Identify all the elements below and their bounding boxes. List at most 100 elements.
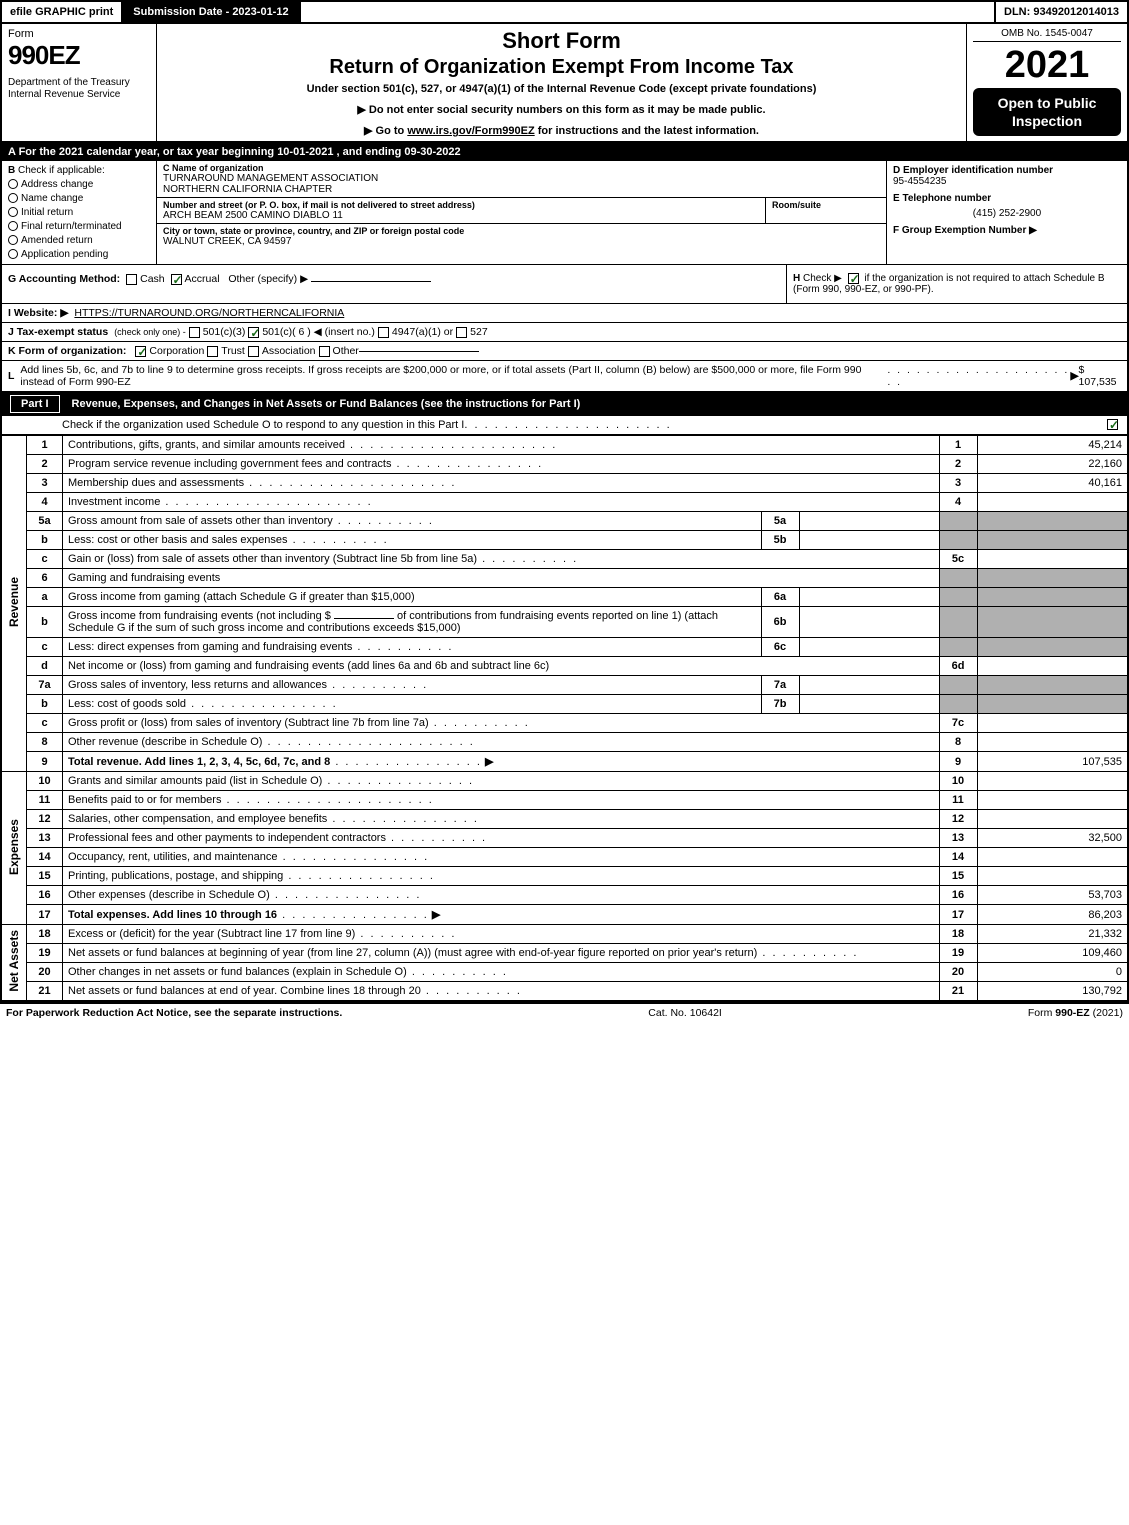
header-left: Form 990EZ Department of the Treasury In…: [2, 24, 157, 141]
check-initial-return[interactable]: Initial return: [8, 207, 150, 218]
table-row: 2Program service revenue including gover…: [2, 455, 1127, 474]
table-row: 12Salaries, other compensation, and empl…: [2, 810, 1127, 829]
netassets-rot: Net Assets: [2, 925, 27, 1001]
form-subtitle: Under section 501(c), 527, or 4947(a)(1)…: [163, 83, 960, 95]
addr-row: Number and street (or P. O. box, if mail…: [157, 198, 886, 224]
group-row: F Group Exemption Number ▶: [893, 225, 1121, 236]
table-row: bGross income from fundraising events (n…: [2, 607, 1127, 638]
part-1-check-text: Check if the organization used Schedule …: [62, 419, 464, 431]
form-number: 990EZ: [8, 40, 150, 71]
opt-corp: Corporation: [149, 345, 204, 357]
irs-link[interactable]: www.irs.gov/Form990EZ: [407, 125, 534, 137]
ein-value: 95-4554235: [893, 176, 1121, 187]
tel-label: E Telephone number: [893, 193, 1121, 204]
check-application-pending[interactable]: Application pending: [8, 249, 150, 260]
table-row: Net Assets 18Excess or (deficit) for the…: [2, 925, 1127, 944]
checkbox-part1[interactable]: [1107, 419, 1118, 430]
org-name-row: C Name of organization TURNAROUND MANAGE…: [157, 161, 886, 198]
ein-row: D Employer identification number 95-4554…: [893, 165, 1121, 187]
l-dots: [887, 364, 1070, 388]
checkbox-corp[interactable]: [135, 346, 146, 357]
checkbox-501c3[interactable]: [189, 327, 200, 338]
misc-rows: G Accounting Method: Cash Accrual Other …: [2, 265, 1127, 392]
box-c: C Name of organization TURNAROUND MANAGE…: [157, 161, 887, 264]
checkbox-icon: [8, 207, 18, 217]
other-blank: [311, 281, 431, 282]
part-1-title: Revenue, Expenses, and Changes in Net As…: [72, 398, 581, 410]
org-name-label: C Name of organization: [163, 163, 880, 173]
part-1-header: Part I Revenue, Expenses, and Changes in…: [2, 392, 1127, 416]
checkbox-accrual[interactable]: [171, 274, 182, 285]
tel-row: E Telephone number (415) 252-2900: [893, 193, 1121, 219]
short-form-title: Short Form: [163, 28, 960, 54]
check-name-change[interactable]: Name change: [8, 193, 150, 204]
l-label: L: [8, 370, 14, 382]
table-row: bLess: cost of goods sold7b: [2, 695, 1127, 714]
instruct-1: ▶ Do not enter social security numbers o…: [163, 103, 960, 116]
l-text: Add lines 5b, 6c, and 7b to line 9 to de…: [20, 364, 887, 388]
table-row: Revenue 1 Contributions, gifts, grants, …: [2, 436, 1127, 455]
line-k: K Form of organization: Corporation Trus…: [2, 342, 1127, 361]
table-row: 16Other expenses (describe in Schedule O…: [2, 886, 1127, 905]
j-label: J Tax-exempt status: [8, 326, 108, 338]
opt-other-k: Other: [333, 345, 359, 357]
k-label: K Form of organization:: [8, 345, 126, 357]
checkbox-h[interactable]: [848, 273, 859, 284]
opt-other: Other (specify) ▶: [228, 273, 308, 285]
table-row: 5aGross amount from sale of assets other…: [2, 512, 1127, 531]
omb-number: OMB No. 1545-0047: [973, 28, 1121, 42]
table-row: 20Other changes in net assets or fund ba…: [2, 963, 1127, 982]
checkbox-assoc[interactable]: [248, 346, 259, 357]
part-1-label: Part I: [10, 395, 60, 413]
opt-accrual: Accrual: [185, 273, 220, 285]
room-label: Room/suite: [772, 200, 880, 210]
dept-label: Department of the Treasury Internal Reve…: [8, 77, 150, 101]
opt-trust: Trust: [221, 345, 245, 357]
checkbox-trust[interactable]: [207, 346, 218, 357]
line-i: I Website: ▶ HTTPS://TURNAROUND.ORG/NORT…: [2, 304, 1127, 323]
box-b-label: Check if applicable:: [18, 165, 105, 176]
instruct-2-pre: ▶ Go to: [364, 125, 407, 137]
checkbox-cash[interactable]: [126, 274, 137, 285]
checkbox-4947[interactable]: [378, 327, 389, 338]
check-final-return[interactable]: Final return/terminated: [8, 221, 150, 232]
line-h: H Check ▶ if the organization is not req…: [787, 265, 1127, 303]
checkbox-icon: [8, 179, 18, 189]
submission-date: Submission Date - 2023-01-12: [123, 2, 300, 22]
org-name-value: TURNAROUND MANAGEMENT ASSOCIATION NORTHE…: [163, 173, 880, 195]
checkbox-other[interactable]: [319, 346, 330, 357]
tel-value: (415) 252-2900: [893, 208, 1121, 219]
line-l: L Add lines 5b, 6c, and 7b to line 9 to …: [2, 361, 1127, 392]
h-label: H: [793, 273, 800, 284]
check-amended-return[interactable]: Amended return: [8, 235, 150, 246]
checkbox-icon: [8, 193, 18, 203]
table-row: 8Other revenue (describe in Schedule O)8: [2, 733, 1127, 752]
checkbox-501c[interactable]: [248, 327, 259, 338]
footer-right: Form 990-EZ (2021): [1028, 1007, 1123, 1019]
opt-4947: 4947(a)(1) or: [392, 326, 453, 338]
expenses-rot: Expenses: [2, 772, 27, 925]
addr-label: Number and street (or P. O. box, if mail…: [163, 200, 759, 210]
table-row: dNet income or (loss) from gaming and fu…: [2, 657, 1127, 676]
room-suite: Room/suite: [766, 198, 886, 223]
checkbox-icon: [8, 249, 18, 259]
check-address-change[interactable]: Address change: [8, 179, 150, 190]
box-d: D Employer identification number 95-4554…: [887, 161, 1127, 264]
footer-center: Cat. No. 10642I: [342, 1007, 1028, 1019]
section-a: A For the 2021 calendar year, or tax yea…: [2, 143, 1127, 161]
city-row: City or town, state or province, country…: [157, 224, 886, 249]
footer-left: For Paperwork Reduction Act Notice, see …: [6, 1007, 342, 1019]
checkbox-527[interactable]: [456, 327, 467, 338]
table-row: bLess: cost or other basis and sales exp…: [2, 531, 1127, 550]
tax-year: 2021: [973, 46, 1121, 84]
form-container: efile GRAPHIC print Submission Date - 20…: [0, 0, 1129, 1003]
table-row: 19Net assets or fund balances at beginni…: [2, 944, 1127, 963]
table-row: 9Total revenue. Add lines 1, 2, 3, 4, 5c…: [2, 752, 1127, 772]
checkbox-icon: [8, 221, 18, 231]
instruct-2: ▶ Go to www.irs.gov/Form990EZ for instru…: [163, 124, 960, 137]
checkbox-icon: [8, 235, 18, 245]
ein-label: D Employer identification number: [893, 165, 1121, 176]
table-row: 3Membership dues and assessments340,161: [2, 474, 1127, 493]
topbar-spacer: [301, 2, 994, 22]
h-pre: Check ▶: [803, 273, 842, 284]
